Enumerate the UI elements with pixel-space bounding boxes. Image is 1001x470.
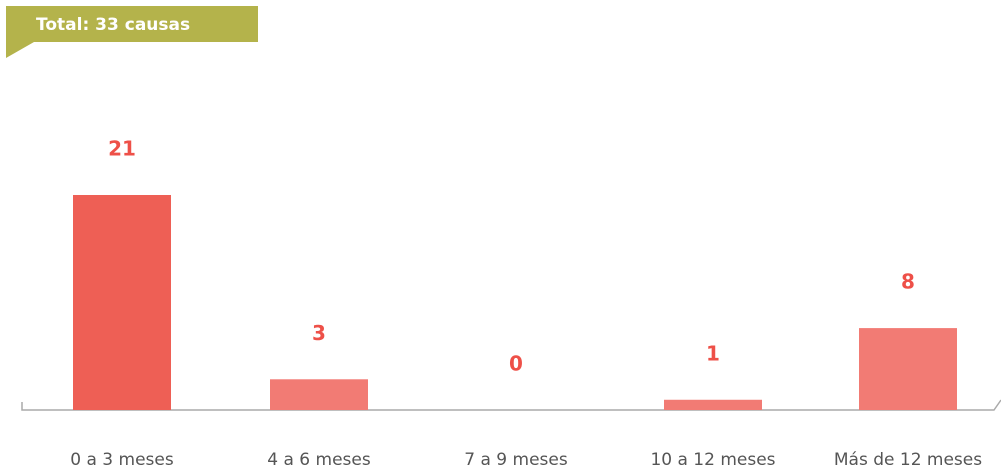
bar (73, 195, 171, 410)
x-tick-label: 10 a 12 meses (650, 450, 775, 470)
value-label: 8 (901, 270, 915, 294)
title-banner (6, 6, 258, 58)
bar (859, 328, 957, 410)
value-label: 3 (312, 321, 326, 345)
value-label: 21 (108, 137, 136, 161)
x-tick-label: 4 a 6 meses (267, 450, 371, 470)
bar (664, 399, 762, 410)
value-label: 1 (706, 341, 720, 365)
chart-title: Total: 33 causas (36, 15, 190, 35)
baseline (21, 399, 1001, 411)
x-tick-label: 0 a 3 meses (70, 450, 174, 470)
value-label: 0 (509, 352, 523, 376)
x-tick-label: 7 a 9 meses (464, 450, 568, 470)
bar (270, 379, 368, 410)
x-tick-label: Más de 12 meses (834, 450, 982, 470)
